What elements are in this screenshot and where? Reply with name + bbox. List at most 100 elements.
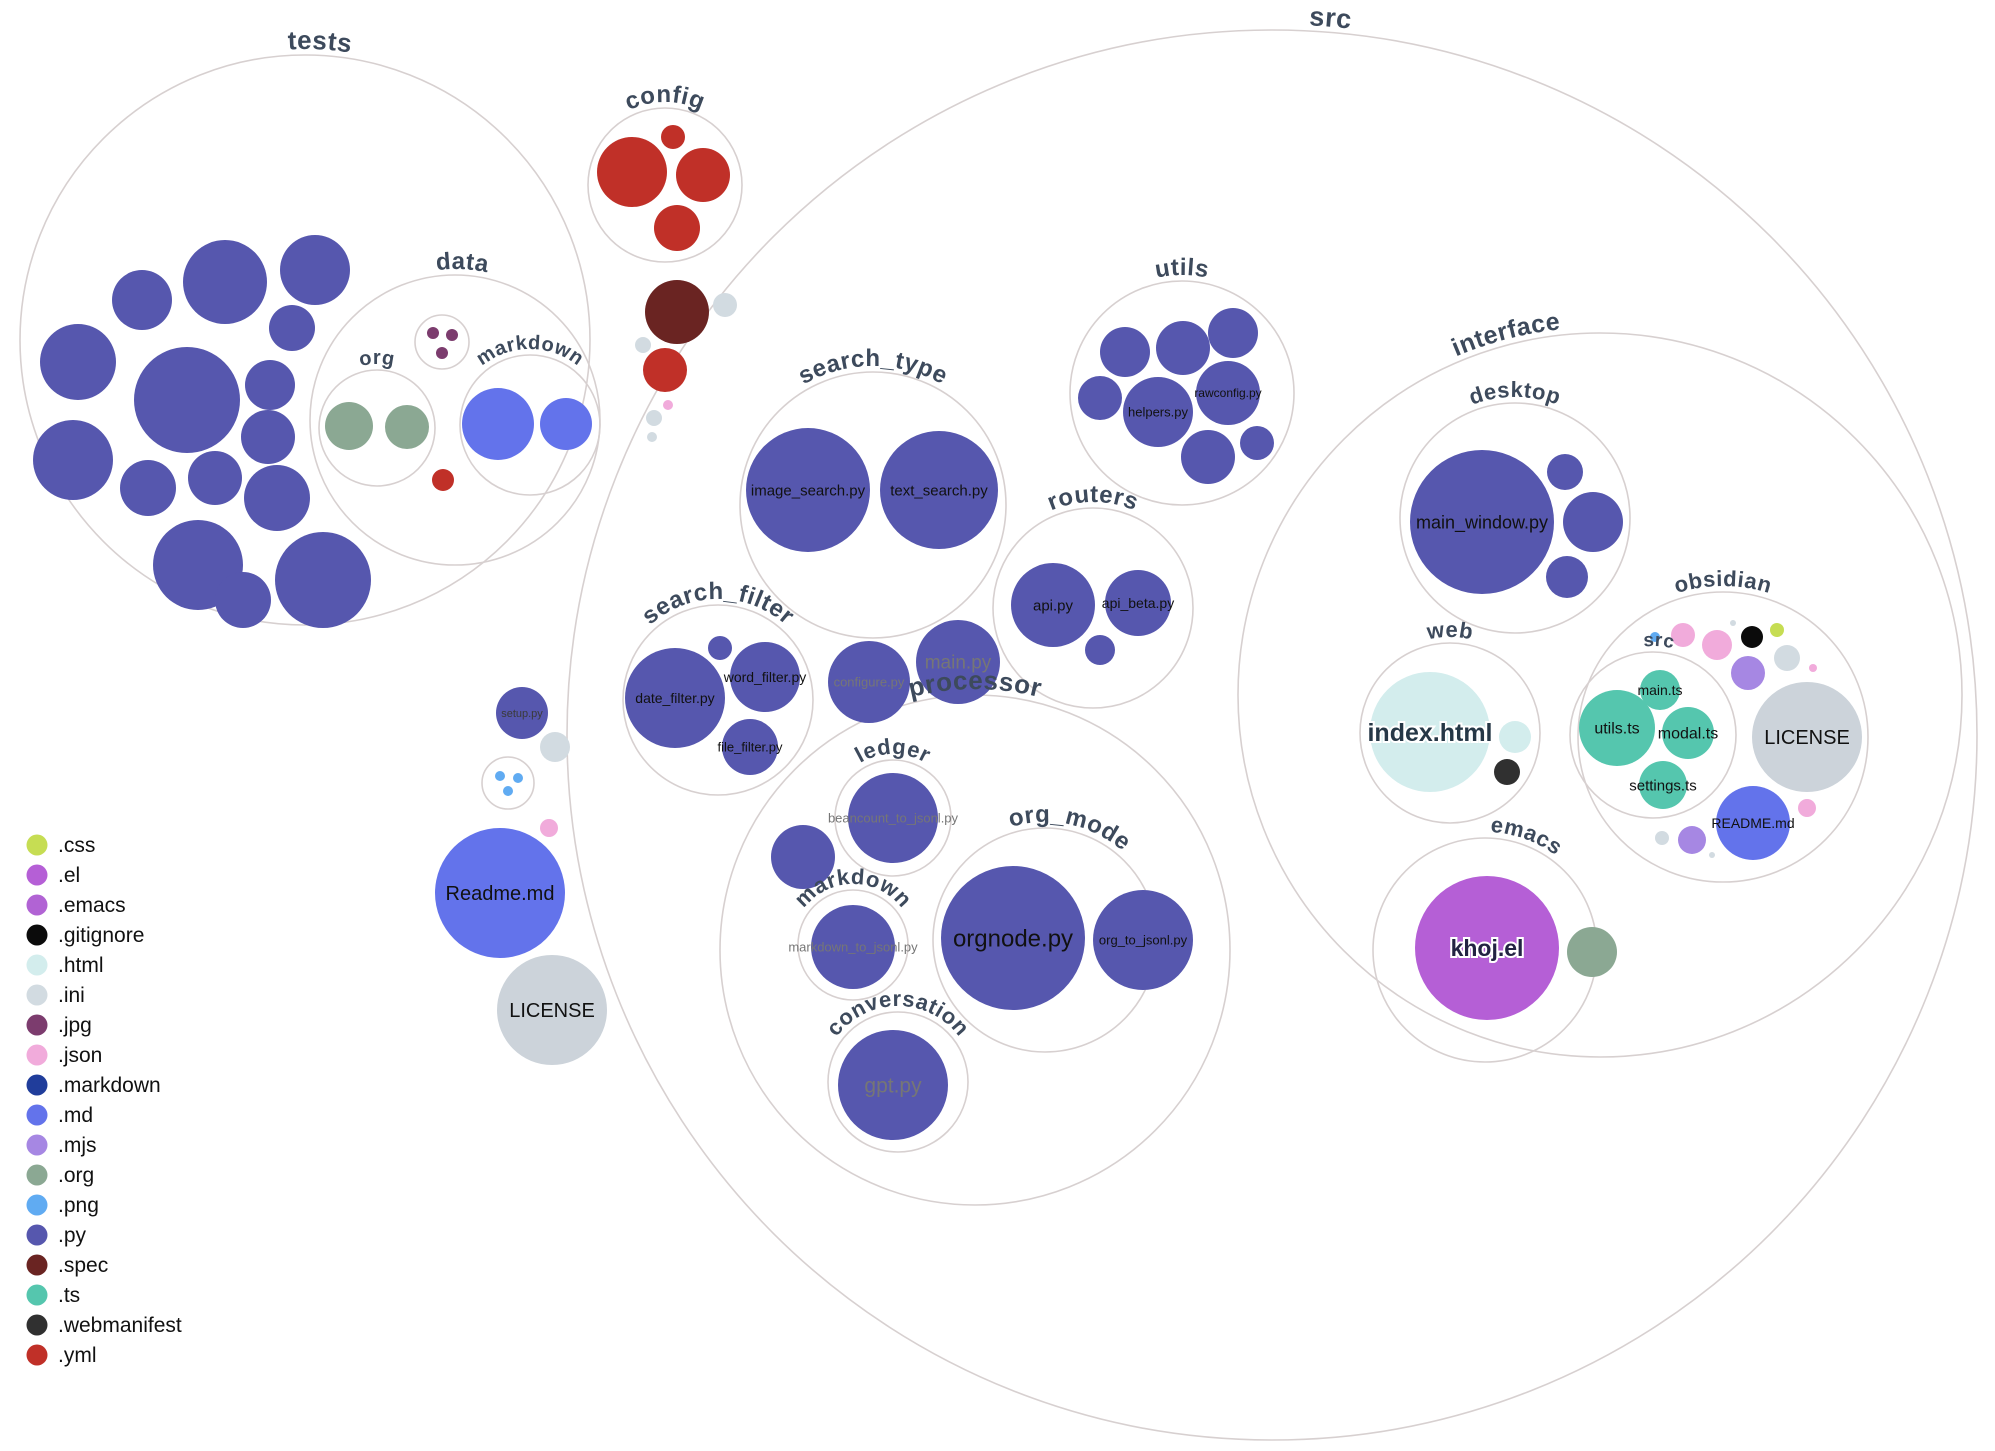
- file-Readme.md[interactable]: [435, 828, 565, 958]
- file-circle.py[interactable]: [275, 532, 371, 628]
- file-text_search.py[interactable]: [880, 431, 998, 549]
- file-circle.css[interactable]: [1770, 623, 1784, 637]
- file-circle.py[interactable]: [1181, 430, 1235, 484]
- file-circle.ini[interactable]: [713, 293, 737, 317]
- file-circle.py[interactable]: [1078, 376, 1122, 420]
- file-utils.ts[interactable]: [1579, 690, 1655, 766]
- file-circle.ini[interactable]: [647, 432, 657, 442]
- file-circle.jpg[interactable]: [446, 329, 458, 341]
- file-circle.json[interactable]: [1809, 664, 1817, 672]
- file-circle.py[interactable]: [33, 420, 113, 500]
- file-circle.py[interactable]: [1100, 327, 1150, 377]
- file-circle.mjs[interactable]: [1731, 656, 1765, 690]
- folder-tests[interactable]: [19, 54, 591, 626]
- file-gpt.py[interactable]: [838, 1030, 948, 1140]
- file-khoj.el[interactable]: [1415, 876, 1559, 1020]
- file-circle.py[interactable]: [708, 636, 732, 660]
- file-orgnode.py[interactable]: [941, 866, 1085, 1010]
- file-settings.ts[interactable]: [1639, 761, 1687, 809]
- file-beancount_to_jsonl.py[interactable]: [848, 773, 938, 863]
- file-circle.py[interactable]: [1563, 492, 1623, 552]
- file-circle.py[interactable]: [40, 324, 116, 400]
- file-circle.py[interactable]: [188, 451, 242, 505]
- file-api_beta.py[interactable]: [1105, 570, 1171, 636]
- folder-conversation[interactable]: [827, 1011, 969, 1153]
- file-circle.py[interactable]: [244, 465, 310, 531]
- file-circle.py[interactable]: [1208, 308, 1258, 358]
- file-main_window.py[interactable]: [1410, 450, 1554, 594]
- file-circle.png[interactable]: [1650, 632, 1660, 642]
- file-circle.py[interactable]: [215, 572, 271, 628]
- file-setup.py[interactable]: [496, 687, 548, 739]
- file-circle.webmanifest[interactable]: [1494, 759, 1520, 785]
- file-circle.jpg[interactable]: [427, 327, 439, 339]
- folder-search-type[interactable]: [739, 371, 1007, 639]
- file-circle.ini[interactable]: [1774, 645, 1800, 671]
- file-circle.ini[interactable]: [1709, 852, 1715, 858]
- file-circle.org[interactable]: [325, 402, 373, 450]
- file-circle.org[interactable]: [1567, 927, 1617, 977]
- file-main.py[interactable]: [916, 620, 1000, 704]
- file-circle.py[interactable]: [241, 410, 295, 464]
- file-circle.ini[interactable]: [646, 410, 662, 426]
- file-README.md[interactable]: [1716, 786, 1790, 860]
- file-circle.ini[interactable]: [1655, 831, 1669, 845]
- file-circle.json[interactable]: [540, 819, 558, 837]
- file-circle.py[interactable]: [1156, 321, 1210, 375]
- file-circle.png[interactable]: [503, 786, 513, 796]
- file-circle.py[interactable]: [112, 270, 172, 330]
- file-circle.mjs[interactable]: [1678, 826, 1706, 854]
- folder-web[interactable]: [1359, 642, 1541, 824]
- folder-org[interactable]: [318, 369, 436, 487]
- folder-utils[interactable]: [1069, 280, 1295, 506]
- file-circle.md[interactable]: [462, 388, 534, 460]
- file-api.py[interactable]: [1011, 563, 1095, 647]
- file-circle.png[interactable]: [513, 773, 523, 783]
- folder-desktop[interactable]: [1399, 402, 1631, 634]
- file-configure.py[interactable]: [828, 641, 910, 723]
- file-main.ts[interactable]: [1640, 670, 1680, 710]
- file-LICENSE[interactable]: [1752, 682, 1862, 792]
- file-circle.py[interactable]: [183, 240, 267, 324]
- file-rawconfig.py[interactable]: [1196, 361, 1260, 425]
- file-circle.md[interactable]: [540, 398, 592, 450]
- folder-search-filter[interactable]: [622, 604, 814, 796]
- file-helpers.py[interactable]: [1123, 377, 1193, 447]
- file-markdown_to_jsonl.py[interactable]: [811, 905, 895, 989]
- folder-jpg-fixtures[interactable]: [414, 314, 470, 370]
- file-circle.ini[interactable]: [540, 732, 570, 762]
- file-circle.json[interactable]: [663, 400, 673, 410]
- file-circle.yml[interactable]: [676, 148, 730, 202]
- file-circle.py[interactable]: [280, 235, 350, 305]
- file-circle.gitignore[interactable]: [1741, 626, 1763, 648]
- file-circle.json[interactable]: [1702, 630, 1732, 660]
- file-circle.yml[interactable]: [661, 125, 685, 149]
- file-modal.ts[interactable]: [1662, 707, 1714, 759]
- file-circle.png[interactable]: [495, 771, 505, 781]
- file-circle.yml[interactable]: [432, 469, 454, 491]
- file-file_filter.py[interactable]: [722, 719, 778, 775]
- file-circle.jpg[interactable]: [436, 347, 448, 359]
- folder-markdown-processor[interactable]: [797, 889, 909, 1001]
- folder-interface[interactable]: [1237, 332, 1963, 1058]
- file-circle.py[interactable]: [771, 825, 835, 889]
- file-circle.py[interactable]: [1547, 454, 1583, 490]
- folder-src-obsidian[interactable]: [1569, 651, 1737, 819]
- file-index.html[interactable]: [1370, 672, 1490, 792]
- file-circle.py[interactable]: [1546, 556, 1588, 598]
- file-circle.json[interactable]: [1671, 623, 1695, 647]
- file-circle.yml[interactable]: [597, 137, 667, 207]
- file-circle.json[interactable]: [1798, 799, 1816, 817]
- file-circle.ini[interactable]: [1730, 620, 1736, 626]
- folder-obsidian[interactable]: [1577, 591, 1869, 883]
- file-circle.org[interactable]: [385, 405, 429, 449]
- folder-config[interactable]: [587, 107, 743, 263]
- file-circle.html[interactable]: [1499, 721, 1531, 753]
- folder-ledger[interactable]: [834, 759, 952, 877]
- file-circle.py[interactable]: [1240, 426, 1274, 460]
- file-org_to_jsonl.py[interactable]: [1093, 890, 1193, 990]
- file-word_filter.py[interactable]: [730, 642, 800, 712]
- file-circle.py[interactable]: [134, 347, 240, 453]
- folder-png-assets[interactable]: [481, 756, 535, 810]
- file-LICENSE[interactable]: [497, 955, 607, 1065]
